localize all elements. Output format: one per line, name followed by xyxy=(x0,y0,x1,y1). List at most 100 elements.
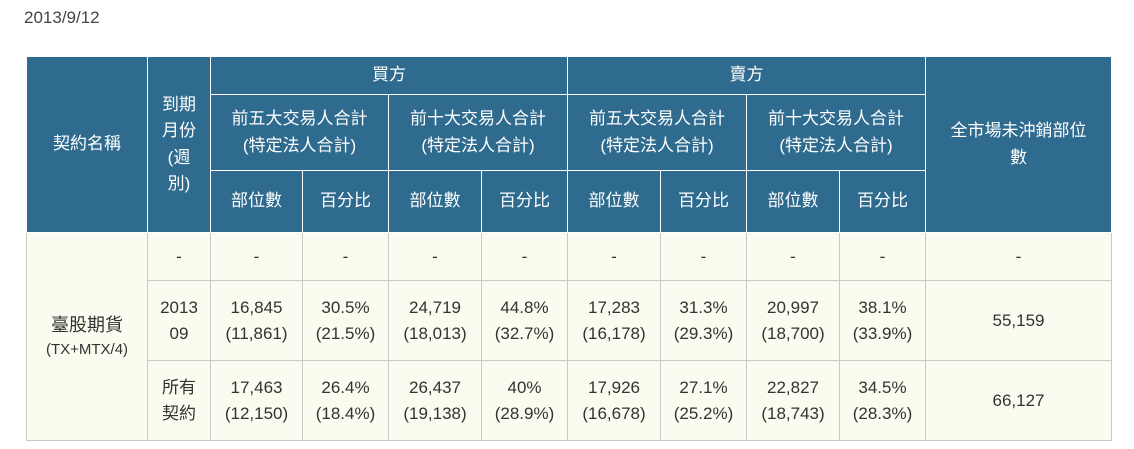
cell-value: 17,926 xyxy=(588,378,640,397)
cell-sub-value: (28.3%) xyxy=(852,403,913,423)
data-cell: 17,463 (12,150) xyxy=(210,360,303,441)
data-cell: 31.3% (29.3%) xyxy=(660,280,747,361)
table-row: 所有 契約 17,463 (12,150) 26.4% (18.4%) 26,437… xyxy=(27,360,1112,441)
cell-sub-value: (16,678) xyxy=(582,403,646,423)
data-cell: 40% (28.9%) xyxy=(481,360,568,441)
contract-name-header: 契約名稱 xyxy=(26,56,148,233)
cell-value: - xyxy=(253,246,260,266)
position-header: 部位數 xyxy=(210,170,303,233)
buy-side-header: 買方 xyxy=(210,56,568,95)
sell-side-header: 賣方 xyxy=(567,56,926,95)
cell-sub-value: (32.7%) xyxy=(494,323,555,343)
cell-value: 17,283 xyxy=(588,298,640,317)
expiry-line: - xyxy=(176,246,182,266)
cell-value: - xyxy=(611,246,617,266)
cell-sub-value: (12,150) xyxy=(224,403,289,423)
data-cell: 22,827 (18,743) xyxy=(746,360,840,441)
buy-top10-header: 前十大交易人合計 (特定法人合計) xyxy=(388,94,568,171)
expiry-header-line: 月份 xyxy=(162,121,196,141)
cell-sub-value: (18,700) xyxy=(761,323,825,343)
total-open-interest-header: 全市場未沖銷部位 數 xyxy=(925,56,1112,233)
data-cell: - xyxy=(388,232,482,281)
cell-sub-value: (16,178) xyxy=(582,323,646,343)
cell-sub-value: (33.9%) xyxy=(852,323,913,343)
expiry-line: 09 xyxy=(169,323,189,343)
top10-line: (特定法人合計) xyxy=(421,135,535,155)
cell-sub-value: (21.5%) xyxy=(315,323,376,343)
data-cell: 27.1% (25.2%) xyxy=(660,360,747,441)
table-header: 契約名稱 到期 月份 (週 別) 買方 賣方 全市場未沖銷部位 數 前五大交易人… xyxy=(26,56,1112,233)
table-row: 臺股期貨 (TX+MTX/4) - - - - - - - - - - xyxy=(26,232,1112,441)
buy-top5-header: 前五大交易人合計 (特定法人合計) xyxy=(210,94,389,171)
cell-sub-value: (29.3%) xyxy=(673,323,734,343)
data-cell: - xyxy=(746,232,840,281)
data-cell: - xyxy=(481,232,568,281)
cell-value: 34.5% xyxy=(858,378,907,397)
cell-value: 38.1% xyxy=(858,298,907,317)
data-cell: 34.5% (28.3%) xyxy=(839,360,926,441)
total-oi-header-line: 數 xyxy=(1010,147,1027,167)
table-body: 臺股期貨 (TX+MTX/4) - - - - - - - - - - 2013… xyxy=(26,232,1112,441)
expiry-header-line: (週 xyxy=(167,147,191,167)
cell-value: - xyxy=(879,246,886,266)
data-cell: 26.4% (18.4%) xyxy=(302,360,389,441)
report-date: 2013/9/12 xyxy=(24,8,100,27)
expiry-header-line: 到期 xyxy=(162,94,196,114)
data-cell: - xyxy=(839,232,926,281)
top5-line: 前五大交易人合計 xyxy=(231,109,368,129)
data-cell: 16,845 (11,861) xyxy=(210,280,303,361)
top10-line: 前十大交易人合計 xyxy=(410,109,546,129)
top10-line: (特定法人合計) xyxy=(779,135,893,155)
data-cell: 20,997 (18,700) xyxy=(746,280,840,361)
data-cell: 17,283 (16,178) xyxy=(567,280,661,361)
top5-line: (特定法人合計) xyxy=(242,135,357,155)
cell-value: 20,997 xyxy=(767,298,819,317)
expiry-cell: - xyxy=(147,232,211,281)
contract-code: (TX+MTX/4) xyxy=(45,340,129,358)
expiry-header-line: 別) xyxy=(167,173,191,193)
expiry-line: 2013 xyxy=(160,298,198,317)
cell-sub-value: (28.9%) xyxy=(494,403,555,423)
cell-value: 44.8% xyxy=(500,298,549,317)
cell-sub-value: (18,743) xyxy=(761,403,825,423)
cell-value: - xyxy=(790,246,796,266)
total-oi-cell: 66,127 xyxy=(925,360,1112,441)
cell-sub-value: (18,013) xyxy=(403,323,467,343)
expiry-cell: 2013 09 xyxy=(147,280,211,361)
data-cell: - xyxy=(567,232,661,281)
contract-name: 臺股期貨 xyxy=(51,314,123,335)
position-header: 部位數 xyxy=(567,170,661,233)
cell-value: 30.5% xyxy=(321,298,370,317)
top10-line: 前十大交易人合計 xyxy=(768,109,904,129)
cell-sub-value: (25.2%) xyxy=(673,403,734,423)
expiry-line: 所有 xyxy=(162,378,196,397)
sell-top10-header: 前十大交易人合計 (特定法人合計) xyxy=(746,94,926,171)
cell-value: 40% xyxy=(507,378,542,397)
cell-value: 16,845 xyxy=(230,298,283,317)
data-cell: 30.5% (21.5%) xyxy=(302,280,389,361)
cell-value: - xyxy=(521,246,528,266)
position-header: 部位數 xyxy=(746,170,840,233)
data-cell: 17,926 (16,678) xyxy=(567,360,661,441)
percent-header: 百分比 xyxy=(660,170,747,233)
cell-value: 22,827 xyxy=(767,378,819,397)
cell-value: - xyxy=(700,246,707,266)
percent-header: 百分比 xyxy=(302,170,389,233)
cell-value: 31.3% xyxy=(679,298,728,317)
large-trader-positions-table: 契約名稱 到期 月份 (週 別) 買方 賣方 全市場未沖銷部位 數 前五大交易人… xyxy=(26,56,1112,441)
data-cell: - xyxy=(660,232,747,281)
data-cell: 24,719 (18,013) xyxy=(388,280,482,361)
contract-name-cell: 臺股期貨 (TX+MTX/4) xyxy=(26,232,148,441)
table-row: 2013 09 16,845 (11,861) 30.5% (21.5%) 24,7… xyxy=(27,280,1112,361)
cell-value: 24,719 xyxy=(409,298,461,317)
total-oi-cell: - xyxy=(925,232,1112,281)
position-header: 部位數 xyxy=(388,170,482,233)
total-oi-header-line: 全市場未沖銷部位 xyxy=(950,121,1087,141)
cell-sub-value: (11,861) xyxy=(225,323,288,343)
cell-value: 27.1% xyxy=(679,378,728,397)
cell-value: - xyxy=(342,246,349,266)
expiry-cell: 所有 契約 xyxy=(147,360,211,441)
data-cell: - xyxy=(210,232,303,281)
expiry-month-header: 到期 月份 (週 別) xyxy=(147,56,211,233)
total-oi-cell: 55,159 xyxy=(925,280,1112,361)
